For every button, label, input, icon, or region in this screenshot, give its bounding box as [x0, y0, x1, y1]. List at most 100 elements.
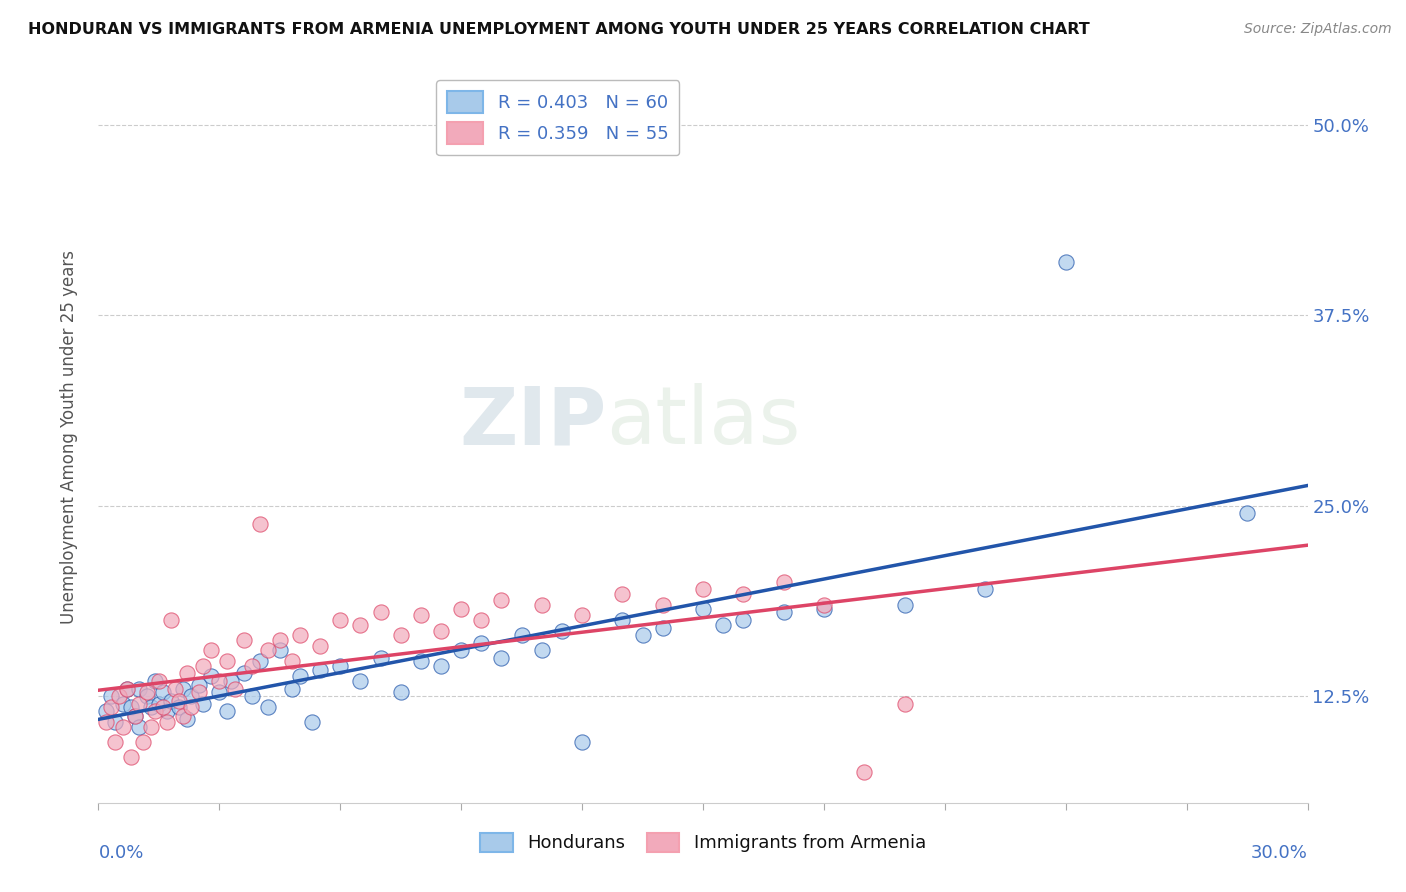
Point [124, 709, 146, 723]
Point [853, 765, 876, 780]
Point [389, 684, 412, 698]
Point [349, 673, 371, 688]
Point [180, 699, 202, 714]
Point [188, 684, 211, 698]
Point [692, 582, 714, 597]
Point [100, 699, 122, 714]
Point [160, 613, 183, 627]
Point [349, 617, 371, 632]
Point [200, 669, 222, 683]
Y-axis label: Unemployment Among Youth under 25 years: Unemployment Among Youth under 25 years [59, 250, 77, 624]
Point [370, 651, 392, 665]
Point [329, 658, 352, 673]
Point [530, 643, 553, 657]
Point [470, 636, 492, 650]
Point [450, 602, 472, 616]
Text: Source: ZipAtlas.com: Source: ZipAtlas.com [1244, 22, 1392, 37]
Point [156, 705, 179, 719]
Point [893, 697, 915, 711]
Text: ZIP: ZIP [458, 384, 606, 461]
Point [301, 714, 323, 729]
Point [103, 714, 125, 729]
Point [135, 684, 157, 698]
Point [167, 699, 190, 714]
Point [571, 608, 593, 623]
Text: 0.0%: 0.0% [98, 845, 143, 863]
Point [163, 681, 186, 696]
Point [974, 582, 997, 597]
Point [249, 516, 271, 531]
Point [103, 735, 125, 749]
Point [152, 699, 174, 714]
Point [132, 735, 155, 749]
Point [160, 694, 183, 708]
Point [120, 750, 142, 764]
Point [111, 720, 134, 734]
Point [96, 714, 118, 729]
Point [491, 651, 513, 665]
Point [180, 689, 202, 703]
Point [651, 621, 673, 635]
Point [389, 628, 412, 642]
Point [115, 681, 138, 696]
Point [772, 574, 794, 589]
Point [221, 673, 243, 688]
Point [288, 628, 311, 642]
Point [200, 643, 222, 657]
Point [269, 643, 291, 657]
Point [124, 709, 146, 723]
Point [193, 697, 215, 711]
Point [172, 681, 194, 696]
Point [631, 628, 654, 642]
Point [232, 666, 254, 681]
Point [240, 689, 263, 703]
Point [107, 689, 129, 703]
Point [256, 643, 278, 657]
Point [115, 681, 138, 696]
Point [491, 593, 513, 607]
Point [530, 598, 553, 612]
Point [188, 678, 211, 692]
Point [128, 720, 150, 734]
Point [510, 628, 533, 642]
Point [135, 689, 157, 703]
Point [208, 673, 231, 688]
Point [224, 681, 246, 696]
Point [1054, 255, 1077, 269]
Point [128, 681, 150, 696]
Point [240, 658, 263, 673]
Point [193, 658, 215, 673]
Point [111, 697, 134, 711]
Point [143, 705, 166, 719]
Point [128, 697, 150, 711]
Point [893, 598, 915, 612]
Point [409, 654, 432, 668]
Point [120, 699, 142, 714]
Point [256, 699, 278, 714]
Point [370, 605, 392, 619]
Point [711, 617, 734, 632]
Point [152, 684, 174, 698]
Point [733, 587, 755, 601]
Point [309, 639, 332, 653]
Point [148, 697, 170, 711]
Point [571, 735, 593, 749]
Point [176, 666, 198, 681]
Text: HONDURAN VS IMMIGRANTS FROM ARMENIA UNEMPLOYMENT AMONG YOUTH UNDER 25 YEARS CORR: HONDURAN VS IMMIGRANTS FROM ARMENIA UNEM… [28, 22, 1090, 37]
Text: 30.0%: 30.0% [1251, 845, 1308, 863]
Point [217, 705, 239, 719]
Point [156, 714, 179, 729]
Point [249, 654, 271, 668]
Point [281, 654, 304, 668]
Point [96, 705, 118, 719]
Point [813, 598, 835, 612]
Point [612, 587, 634, 601]
Point [733, 613, 755, 627]
Point [100, 689, 122, 703]
Point [232, 632, 254, 647]
Point [309, 663, 332, 677]
Point [551, 624, 574, 638]
Point [139, 720, 162, 734]
Point [208, 684, 231, 698]
Point [269, 632, 291, 647]
